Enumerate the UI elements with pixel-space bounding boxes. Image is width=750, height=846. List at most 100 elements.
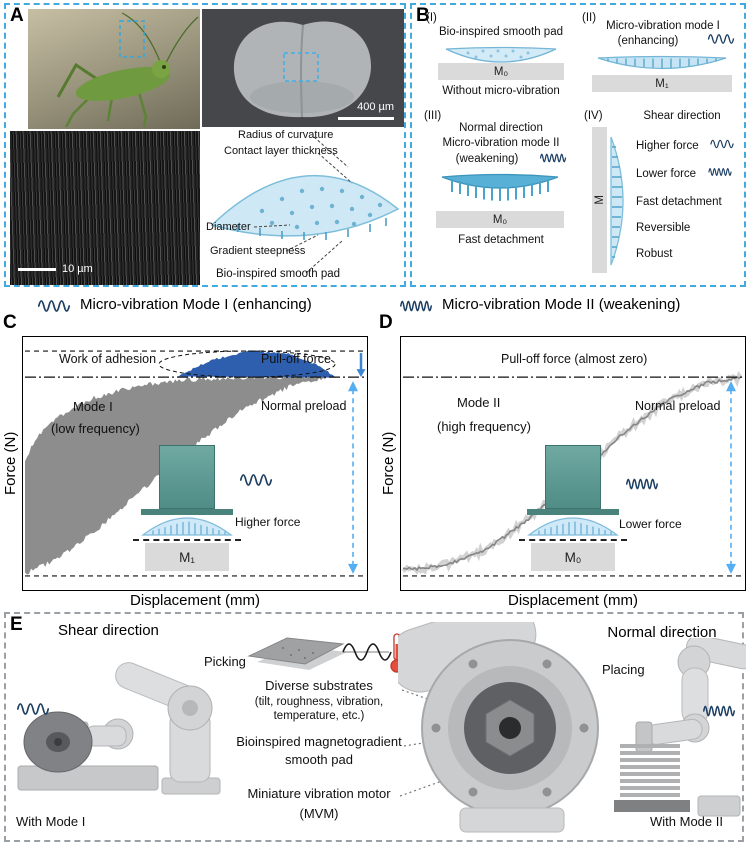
panel-e: E Shear direction Normal direction With … bbox=[4, 612, 746, 842]
e-with-mode2: With Mode II bbox=[650, 814, 723, 829]
pad-mode1-drawing bbox=[597, 55, 727, 70]
e-pad-line1: Bioinspired magnetogradient bbox=[236, 734, 402, 749]
c-work-of-adhesion: Work of adhesion bbox=[59, 352, 157, 366]
vibration-mode1-icon bbox=[16, 703, 50, 715]
e-motor-line2: (MVM) bbox=[299, 806, 339, 821]
plot-c: Work of adhesion Pull-off force Normal p… bbox=[22, 336, 368, 591]
c-y-axis-label: Force (N) bbox=[2, 431, 19, 495]
substrate-sample bbox=[247, 637, 345, 665]
pad-mode2-detach-drawing bbox=[441, 173, 559, 201]
e-normal-direction: Normal direction bbox=[607, 624, 717, 641]
e-motor-line1: Miniature vibration motor bbox=[247, 786, 391, 801]
panel-a-label: A bbox=[10, 5, 24, 26]
plot-d: Pull-off force (almost zero) Normal prel… bbox=[400, 336, 746, 591]
sub-ii-number: (II) bbox=[582, 12, 597, 24]
c-inset-substrate-block: M₁ bbox=[145, 543, 229, 571]
robot-arm-mode1 bbox=[17, 662, 221, 795]
vibration-mode1-icon bbox=[37, 300, 71, 312]
c-inset-pad-holder bbox=[141, 509, 233, 515]
annotation-contact-layer: Contact layer thickness bbox=[224, 145, 338, 157]
d-x-axis-label: Displacement (mm) bbox=[507, 592, 639, 609]
vibration-mode2-icon bbox=[703, 705, 735, 717]
substrate-block-i: M₀ bbox=[438, 63, 564, 80]
substrate-label-i: M₀ bbox=[493, 65, 509, 78]
sub-iv-item-robust: Robust bbox=[636, 248, 673, 260]
sem-scale-bar bbox=[338, 117, 394, 120]
sub-iii-caption: Fast detachment bbox=[458, 234, 544, 246]
fiber-scale-label: 10 µm bbox=[62, 263, 93, 275]
sub-iv-item-higher-force: Higher force bbox=[636, 140, 699, 152]
panel-a: A 400 µm bbox=[4, 3, 406, 287]
pad-gradient-pillars bbox=[237, 218, 387, 240]
robot-arm-mode2 bbox=[614, 638, 746, 817]
c-inset-force-label: Higher force bbox=[235, 515, 301, 529]
d-inset-pad-holder bbox=[527, 509, 619, 515]
d-pull-off-force: Pull-off force (almost zero) bbox=[501, 352, 648, 366]
sub-iii-line3: (weakening) bbox=[455, 153, 519, 165]
panel-b: B (I) Bio-inspired smooth pad M₀ Without… bbox=[410, 3, 746, 287]
substrate-block-iii: M₀ bbox=[436, 211, 564, 228]
c-inset-substrate-label: M₁ bbox=[179, 549, 195, 565]
sem-pad-photo: 400 µm bbox=[202, 9, 404, 127]
sub-iii-number: (III) bbox=[424, 110, 442, 122]
sub-i-number: (I) bbox=[426, 12, 437, 24]
sub-ii-title2: (enhancing) bbox=[617, 35, 679, 47]
sub-ii-title: Micro-vibration mode I bbox=[606, 20, 720, 32]
panel-c-label: C bbox=[3, 312, 17, 333]
pad-schematic: Radius of curvature Contact layer thickn… bbox=[202, 129, 406, 287]
substrate-block-ii: M₁ bbox=[592, 75, 732, 92]
annotation-leader-lines bbox=[253, 136, 353, 274]
plot-c-decorations bbox=[25, 350, 366, 577]
annotation-radius: Radius of curvature bbox=[238, 129, 334, 141]
d-inset-pad bbox=[527, 517, 619, 536]
annotation-pad-name: Bio-inspired smooth pad bbox=[216, 268, 341, 280]
c-pull-off-force: Pull-off force bbox=[261, 352, 331, 366]
plot-c-curves bbox=[25, 350, 336, 575]
d-inset-substrate-label: M₀ bbox=[564, 549, 582, 565]
legend-mode2: Micro-vibration Mode II (weakening) bbox=[442, 296, 681, 313]
robot-wrist-joint bbox=[398, 622, 599, 833]
c-x-axis-label: Displacement (mm) bbox=[129, 592, 261, 609]
sem-pad-illustration bbox=[233, 21, 372, 118]
d-y-axis-label: Force (N) bbox=[380, 431, 397, 495]
sub-iv-number: (IV) bbox=[584, 110, 603, 122]
vibration-mode2-icon bbox=[626, 478, 658, 490]
e-placing: Placing bbox=[602, 662, 645, 677]
sub-i-caption: Without micro-vibration bbox=[442, 85, 560, 97]
panel-d-label: D bbox=[379, 312, 393, 333]
vibration-mode2-icon bbox=[708, 168, 732, 176]
sub-iv-item-lower-force: Lower force bbox=[636, 168, 697, 180]
d-inset-force-label: Lower force bbox=[619, 517, 682, 531]
d-frequency: (high frequency) bbox=[437, 419, 531, 434]
d-normal-preload: Normal preload bbox=[635, 399, 721, 413]
vibration-mode1-icon bbox=[710, 139, 734, 149]
d-inset-vibration-motor bbox=[545, 445, 601, 509]
sub-i-title: Bio-inspired smooth pad bbox=[438, 26, 563, 38]
e-substrates-title: Diverse substrates bbox=[265, 678, 373, 693]
legend-mode1: Micro-vibration Mode I (enhancing) bbox=[80, 296, 312, 313]
diverse-substrates-graphic bbox=[247, 633, 404, 673]
pad-schematic-drawing bbox=[210, 136, 400, 274]
d-mode: Mode II bbox=[457, 395, 501, 410]
c-inset-vibration-motor bbox=[159, 445, 215, 509]
sem-scale-label: 400 µm bbox=[357, 101, 394, 113]
substrate-label-ii: M₁ bbox=[655, 77, 669, 90]
pad-shear-drawing bbox=[610, 136, 624, 266]
annotation-gradient: Gradient steepness bbox=[210, 245, 306, 257]
vibration-mode1-icon bbox=[239, 474, 273, 486]
sem-fiber-photo: 10 µm bbox=[10, 131, 200, 285]
substrate-label-iv: M bbox=[593, 195, 606, 205]
work-of-adhesion-outline bbox=[158, 350, 336, 378]
insect-illustration bbox=[56, 12, 199, 128]
sub-iii-line2: Micro-vibration mode II bbox=[442, 137, 560, 149]
e-pad-line2: smooth pad bbox=[285, 752, 353, 767]
plot-d-decorations bbox=[403, 376, 743, 577]
e-picking: Picking bbox=[204, 654, 246, 669]
fiber-scale-bar bbox=[18, 268, 56, 271]
pad-no-vibration-drawing bbox=[445, 46, 557, 63]
annotation-diameter: Diameter bbox=[206, 221, 251, 233]
vibration-mode1-icon bbox=[707, 34, 735, 44]
e-shear-direction: Shear direction bbox=[58, 622, 159, 639]
sub-iv-item-fast-detachment: Fast detachment bbox=[636, 196, 722, 208]
